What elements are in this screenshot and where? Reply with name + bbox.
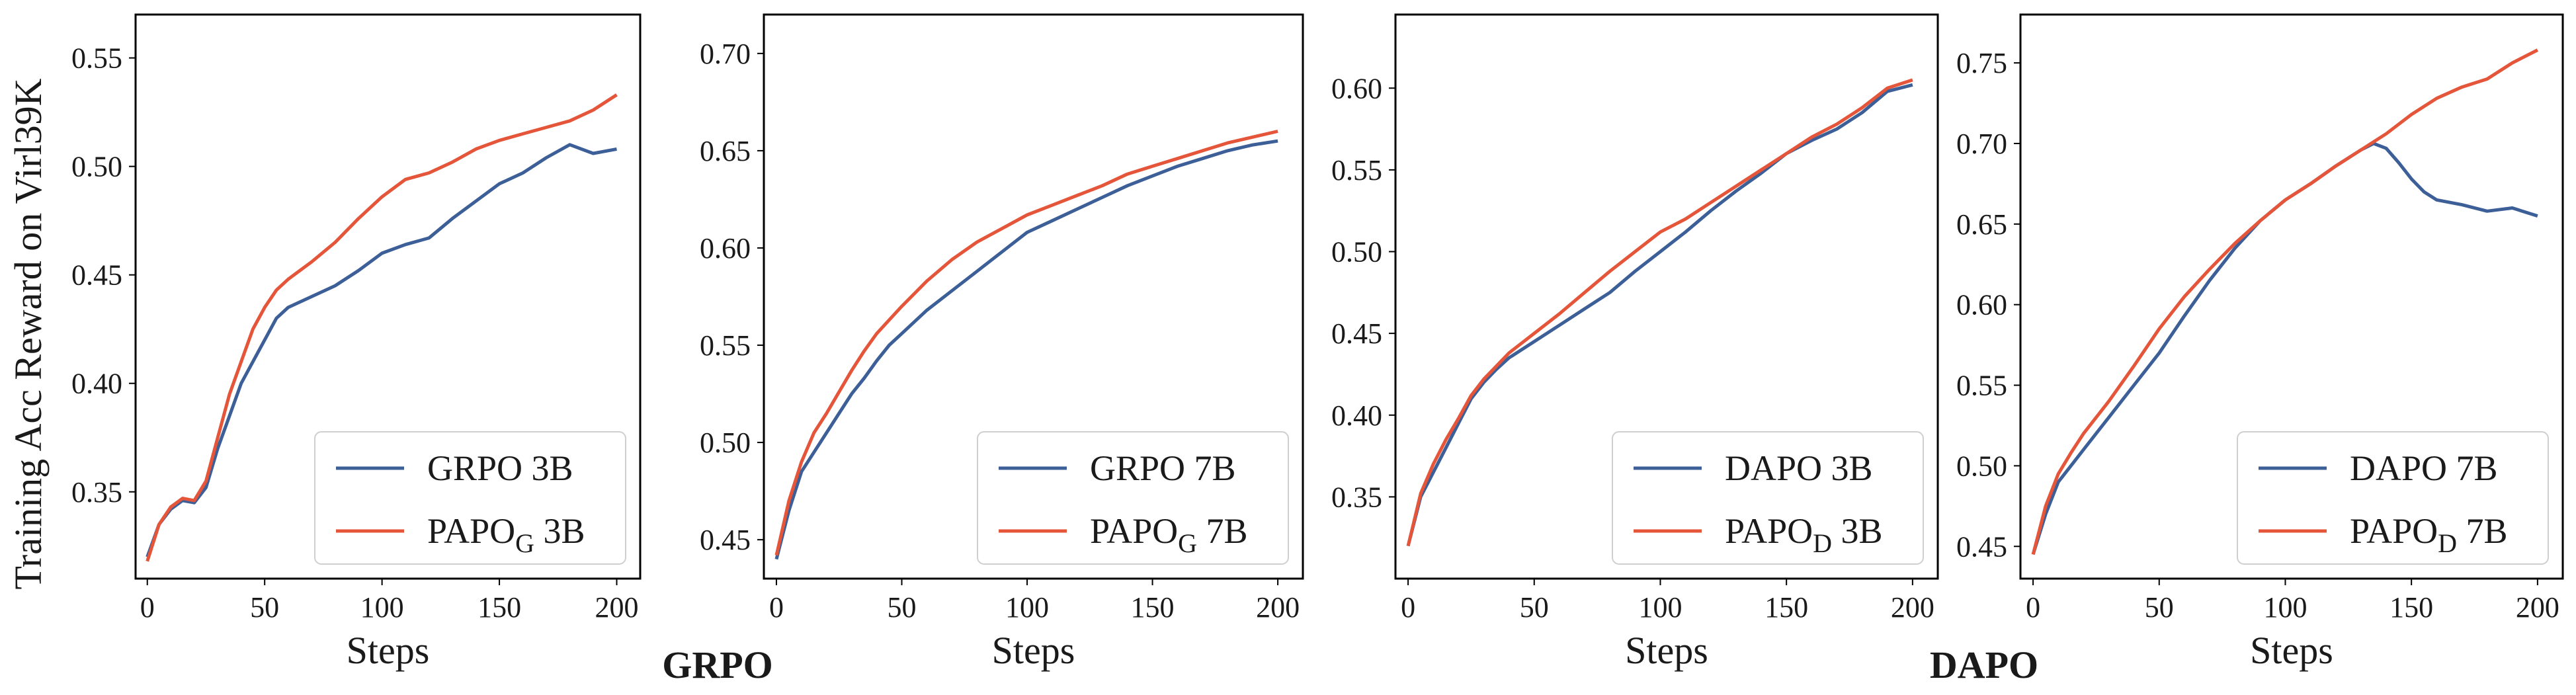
plot-area [1406, 78, 1913, 547]
x-axis-label: Steps [2250, 629, 2333, 672]
y-tick-label: 0.40 [71, 368, 122, 400]
x-tick-label: 50 [1520, 591, 1549, 624]
x-tick-label: 150 [2389, 591, 2433, 624]
y-tick-label: 0.35 [71, 476, 122, 509]
legend-entry-label: PAPOD 7B [2350, 511, 2508, 558]
y-tick-label: 0.55 [1956, 370, 2007, 402]
y-tick-label: 0.70 [700, 38, 751, 70]
legend: GRPO 3B PAPOG 3B [314, 431, 626, 565]
group-label-grpo: GRPO [662, 643, 773, 686]
x-tick-label: 150 [478, 591, 521, 624]
chart-panel-4: 0 50 100 150 200 0.45 0.50 0.55 0.60 0.65 0.70 0.75… [1956, 13, 2564, 672]
plot-frame [763, 13, 1304, 580]
series-line-grpo-3b [145, 143, 617, 558]
x-tick-label: 50 [250, 591, 279, 624]
x-tick-label: 200 [1891, 591, 1934, 624]
x-tick-label: 0 [140, 591, 155, 624]
plot-frame [134, 13, 642, 580]
legend-entry-label: PAPOG 3B [427, 511, 585, 558]
plot-frame [2019, 13, 2564, 580]
x-tick-label: 100 [2263, 591, 2307, 624]
legend: DAPO 3B PAPOD 3B [1612, 431, 1924, 565]
group-label-dapo: DAPO [1930, 643, 2038, 686]
y-tick-label: 0.60 [1331, 72, 1382, 104]
x-tick-label: 100 [360, 591, 404, 624]
legend-entry-label: DAPO 7B [2350, 448, 2498, 488]
x-tick-label: 50 [2145, 591, 2174, 624]
y-tick-label: 0.45 [71, 259, 122, 292]
legend: GRPO 7B PAPOG 7B [977, 431, 1289, 565]
y-tick-label: 0.65 [700, 135, 751, 167]
plot-frame [1394, 13, 1939, 580]
chart-panel-3: 0 50 100 150 200 0.35 0.40 0.45 0.50 0.55 0.60 Step… [1331, 13, 1939, 672]
x-tick-label: 150 [1131, 591, 1175, 624]
y-tick-label: 0.55 [71, 42, 122, 75]
series-line-papo-d-3b [1406, 78, 1913, 547]
y-tick-label: 0.50 [71, 151, 122, 183]
x-axis-label: Steps [992, 629, 1075, 672]
y-tick-label: 0.45 [1331, 317, 1382, 350]
plot-area [774, 130, 1278, 560]
plot-area [2031, 48, 2539, 555]
y-tick-label: 0.50 [700, 427, 751, 459]
x-tick-label: 200 [2516, 591, 2559, 624]
x-tick-label: 0 [2026, 591, 2040, 624]
x-tick-label: 0 [1401, 591, 1415, 624]
x-tick-label: 50 [887, 591, 916, 624]
x-tick-label: 100 [1638, 591, 1682, 624]
legend-entry-label: DAPO 3B [1725, 448, 1873, 488]
series-line-dapo-3b [1406, 83, 1913, 547]
chart-panel-2: 0 50 100 150 200 0.45 0.50 0.55 0.60 0.65 0.70 Step… [700, 13, 1304, 672]
x-tick-label: 200 [1256, 591, 1300, 624]
y-tick-label: 0.45 [1956, 530, 2007, 563]
x-tick-label: 0 [769, 591, 784, 624]
x-axis-label: Steps [1625, 629, 1708, 672]
chart-panel-1: 0 50 100 150 200 0.35 0.40 0.45 0.50 0.55 Steps GRP… [71, 13, 642, 672]
legend-entry-label: GRPO 7B [1090, 448, 1236, 488]
series-line-papo-g-3b [145, 93, 618, 562]
chart-panels: 0 50 100 150 200 0.35 0.40 0.45 0.50 0.55 Steps GRP… [71, 13, 2564, 672]
y-tick-label: 0.55 [1331, 154, 1382, 186]
x-tick-label: 100 [1005, 591, 1049, 624]
legend: DAPO 7B PAPOD 7B [2237, 431, 2549, 565]
legend-entry-label: PAPOD 3B [1725, 511, 1883, 558]
y-tick-label: 0.45 [700, 524, 751, 556]
y-tick-label: 0.40 [1331, 399, 1382, 432]
series-line-grpo-7b [774, 139, 1278, 560]
y-tick-label: 0.50 [1331, 236, 1382, 268]
series-line-papo-d-7b [2031, 48, 2539, 555]
x-tick-label: 200 [595, 591, 639, 624]
y-tick-label: 0.35 [1331, 481, 1382, 513]
y-tick-label: 0.60 [700, 232, 751, 265]
y-tick-label: 0.70 [1956, 128, 2007, 160]
x-axis-label: Steps [347, 629, 430, 672]
series-line-papo-g-7b [774, 130, 1278, 556]
y-tick-label: 0.50 [1956, 450, 2007, 482]
legend-entry-label: PAPOG 7B [1090, 511, 1248, 558]
legend-entry-label: GRPO 3B [427, 448, 573, 488]
y-tick-label: 0.55 [700, 329, 751, 362]
shared-y-axis-label: Training Acc Reward on Virl39K [7, 78, 50, 589]
x-tick-label: 150 [1765, 591, 1808, 624]
plot-area [145, 93, 618, 562]
y-tick-label: 0.65 [1956, 208, 2007, 241]
y-tick-label: 0.75 [1956, 47, 2007, 79]
y-tick-label: 0.60 [1956, 289, 2007, 321]
